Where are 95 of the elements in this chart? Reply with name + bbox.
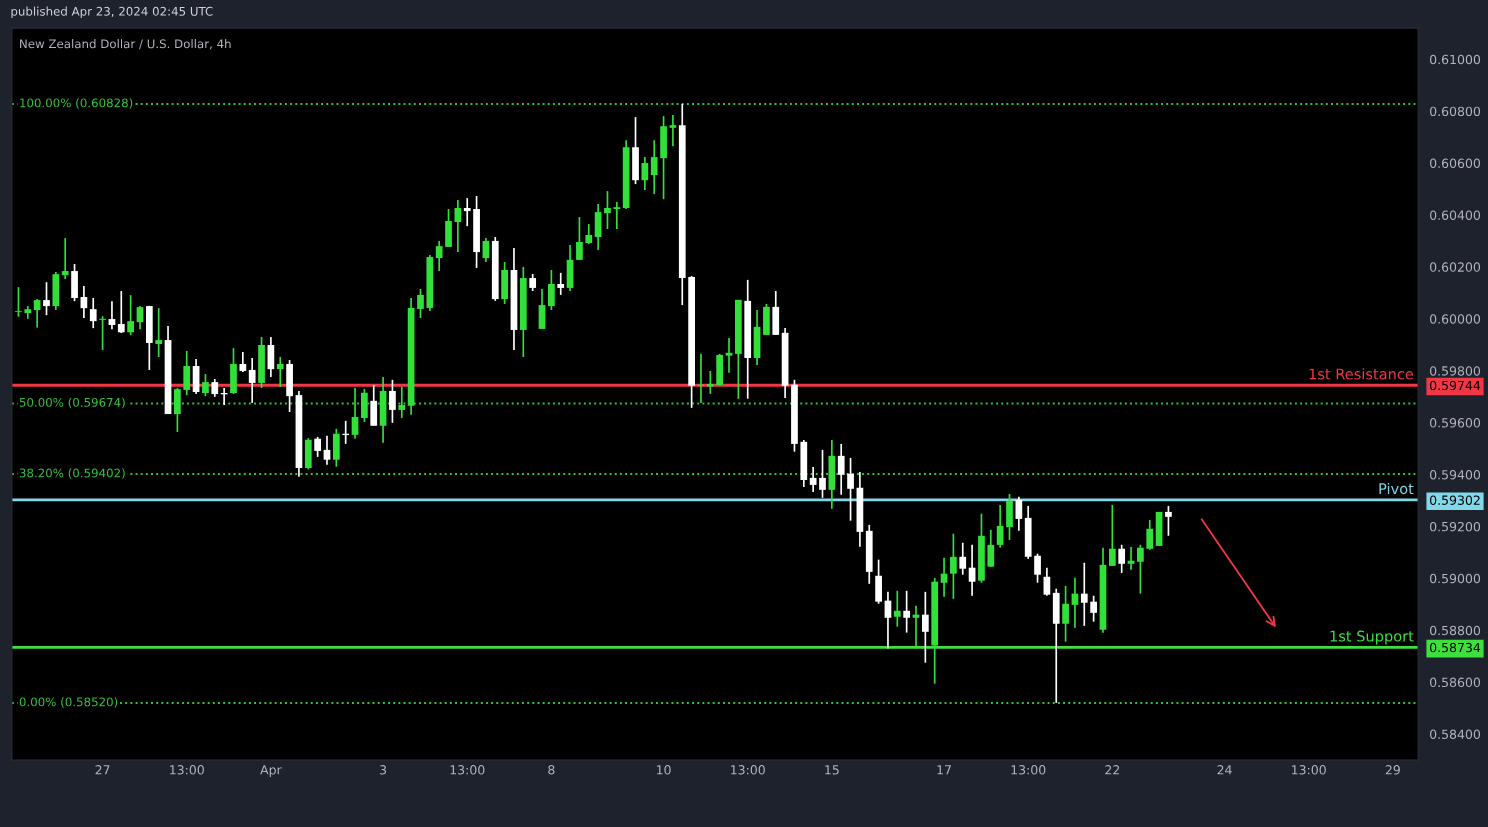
candlestick xyxy=(248,357,256,404)
y-tick-label: 0.59744 xyxy=(1430,380,1481,391)
x-tick-label: 13:00 xyxy=(731,765,765,775)
ref-line-label: 1st Support xyxy=(1330,630,1414,645)
candlestick xyxy=(950,532,957,600)
candlestick xyxy=(1034,552,1041,584)
x-tick-label: 17 xyxy=(937,765,951,775)
candlestick xyxy=(61,237,69,280)
x-tick-label: 8 xyxy=(548,765,555,775)
candlestick xyxy=(548,269,555,311)
y-tick-label: 0.58800 xyxy=(1430,625,1481,636)
candlestick xyxy=(183,350,191,396)
candlestick xyxy=(323,435,331,466)
ref-line-label: 50.00% (0.59674) xyxy=(19,397,125,409)
candlestick xyxy=(239,351,247,373)
candlestick xyxy=(576,216,583,261)
y-tick-label: 0.59302 xyxy=(1430,495,1480,505)
x-tick-label: 22 xyxy=(1105,765,1120,775)
ref-line-label: 0.00% (0.58520) xyxy=(19,697,118,708)
candlestick xyxy=(585,223,593,245)
x-tick-label: 29 xyxy=(1385,765,1400,775)
candlestick xyxy=(819,449,826,499)
x-tick-label: 13:00 xyxy=(1292,765,1326,775)
candlestick xyxy=(1108,504,1116,567)
y-tick-label: 0.59200 xyxy=(1430,521,1481,532)
y-tick-label: 0.59400 xyxy=(1430,469,1481,480)
candlestick xyxy=(893,589,901,628)
y-tick-label: 0.61000 xyxy=(1430,54,1481,65)
candlestick xyxy=(417,288,424,319)
y-tick-label: 0.59800 xyxy=(1430,366,1481,376)
x-tick-label: 15 xyxy=(825,765,839,775)
y-tick-label: 0.60000 xyxy=(1430,314,1481,324)
candlestick xyxy=(641,156,649,191)
y-tick-label: 0.58734 xyxy=(1430,642,1481,653)
text: published Apr 23, 2024 02:45 UTC xyxy=(11,6,213,19)
x-tick-label: 13:00 xyxy=(450,765,485,775)
candlestick xyxy=(117,290,125,334)
candlestick xyxy=(398,385,406,419)
candlestick xyxy=(435,240,443,272)
candlestick xyxy=(669,114,677,148)
candlestick xyxy=(987,528,995,568)
candlestick xyxy=(127,294,135,336)
candlestick xyxy=(650,139,658,195)
candlestick xyxy=(557,272,565,296)
ref-line-label: 1st Resistance xyxy=(1309,368,1414,380)
candlestick xyxy=(1062,585,1069,643)
candlestick xyxy=(43,281,50,317)
y-tick-label: 0.59000 xyxy=(1430,573,1481,584)
candlestick xyxy=(1090,594,1097,623)
candlestick xyxy=(903,589,911,634)
y-tick-label: 0.60200 xyxy=(1430,262,1481,272)
ref-line-label: 38.20% (0.59402) xyxy=(19,468,125,479)
x-tick-label: 27 xyxy=(95,765,110,775)
candlestick xyxy=(33,298,41,329)
candlestick xyxy=(725,337,733,374)
candlestick xyxy=(1015,496,1023,532)
candlestick xyxy=(15,286,22,318)
candlestick xyxy=(706,370,714,395)
candlestick xyxy=(389,378,396,424)
text: New Zealand Dollar / U.S. Dollar, 4h xyxy=(20,39,231,50)
ref-line-label: 100.00% (0.60828) xyxy=(20,98,133,109)
y-tick-label: 0.60600 xyxy=(1430,158,1481,168)
candlestick xyxy=(809,466,817,493)
candlestick xyxy=(604,190,611,230)
candlestick xyxy=(1146,519,1154,551)
candlestick xyxy=(1137,544,1144,595)
candlestick xyxy=(613,201,621,230)
x-tick-label: Apr xyxy=(260,765,282,777)
y-tick-label: 0.58400 xyxy=(1430,729,1481,739)
candlestick xyxy=(202,373,209,397)
ref-line-label: Pivot xyxy=(1379,482,1414,495)
candlestick xyxy=(99,315,106,351)
candlestick xyxy=(1118,544,1126,574)
x-tick-label: 10 xyxy=(656,765,671,775)
y-tick-label: 0.60800 xyxy=(1430,106,1481,117)
candlestick xyxy=(463,197,471,227)
x-tick-label: 13:00 xyxy=(170,765,204,775)
candlestick xyxy=(1165,505,1172,537)
y-tick-label: 0.58600 xyxy=(1430,677,1481,688)
candlestick xyxy=(276,356,284,388)
candlestick xyxy=(847,457,854,522)
y-tick-label: 0.60400 xyxy=(1430,210,1481,220)
x-tick-label: 3 xyxy=(380,765,387,775)
candlestick xyxy=(837,443,845,496)
y-tick-label: 0.59600 xyxy=(1430,418,1481,428)
candlestick xyxy=(959,541,967,576)
candlestick xyxy=(996,504,1004,549)
candlestick xyxy=(108,300,116,331)
candlestick xyxy=(314,436,321,458)
candlestick xyxy=(89,297,97,329)
candlestick xyxy=(921,590,929,664)
candlestick xyxy=(155,307,163,358)
candlestick xyxy=(1080,561,1088,627)
x-tick-label: 24 xyxy=(1217,765,1232,775)
x-tick-label: 13:00 xyxy=(1011,765,1046,775)
